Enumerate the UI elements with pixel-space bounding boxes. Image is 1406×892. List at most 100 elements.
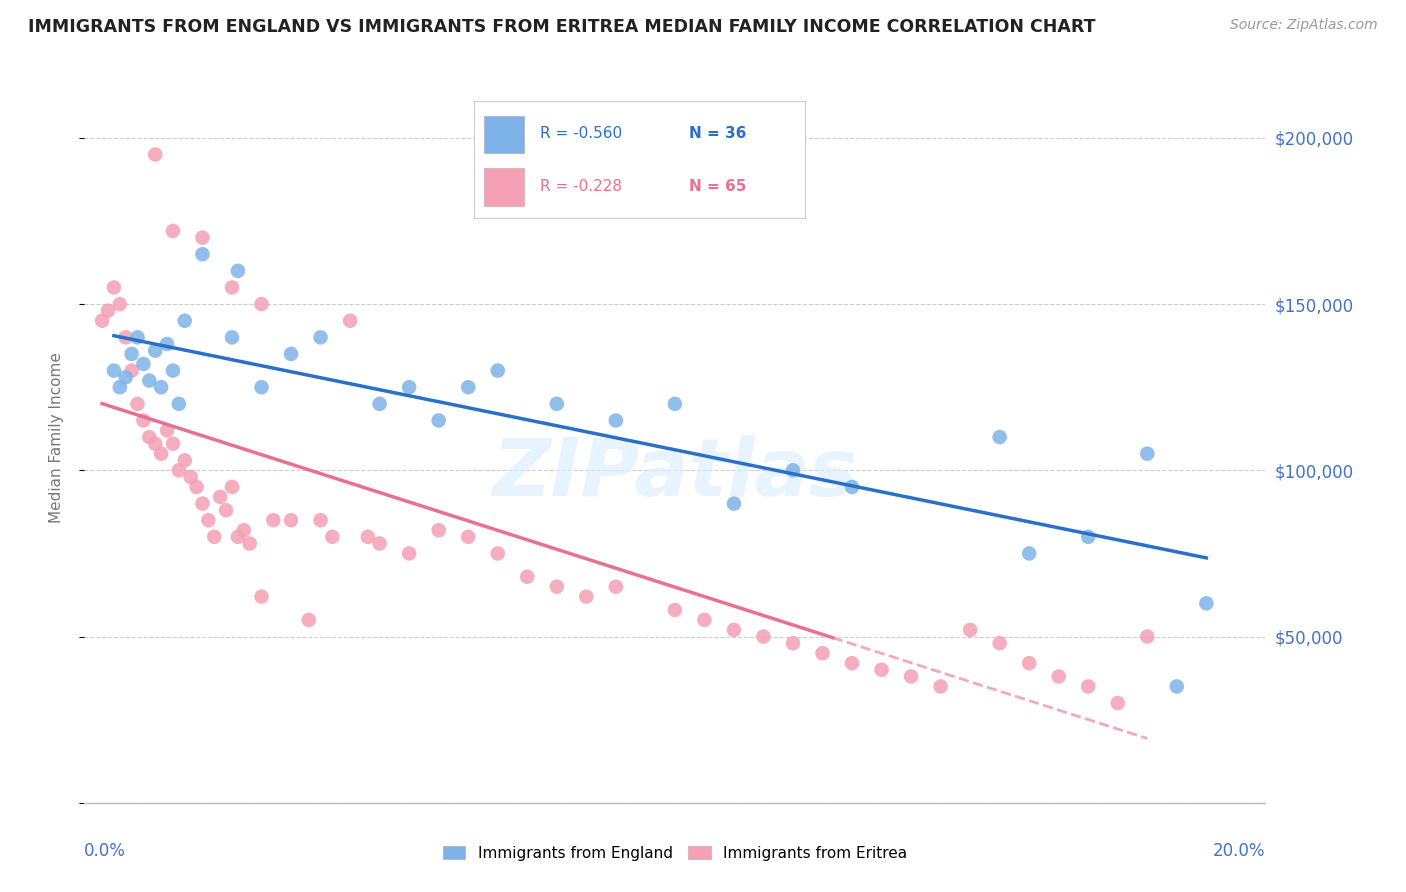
Point (156, 424, 179, 438)
Point (1077, 530, 1099, 544)
Point (114, 370, 136, 384)
Point (186, 480, 208, 494)
Point (191, 230, 214, 244)
Point (173, 314, 195, 328)
Point (138, 374, 160, 388)
Point (486, 546, 509, 560)
Point (108, 380, 131, 394)
Point (398, 546, 420, 560)
Point (162, 436, 184, 450)
Point (215, 503, 238, 517)
Point (191, 247, 214, 261)
Point (167, 397, 190, 411)
Point (250, 590, 273, 604)
Point (1077, 680, 1099, 694)
Legend: Immigrants from England, Immigrants from Eritrea: Immigrants from England, Immigrants from… (434, 838, 915, 868)
Point (1136, 630, 1159, 644)
Point (138, 430, 160, 444)
Point (486, 363, 509, 377)
Point (900, 669, 922, 683)
Point (870, 663, 893, 677)
Point (605, 580, 627, 594)
Point (250, 380, 273, 394)
Point (127, 397, 149, 411)
Point (309, 513, 332, 527)
Point (546, 397, 568, 411)
Point (150, 447, 173, 461)
Point (108, 297, 131, 311)
Point (929, 680, 952, 694)
Point (226, 264, 249, 278)
Point (209, 490, 232, 504)
Point (1107, 696, 1129, 710)
Point (202, 530, 225, 544)
Point (841, 480, 863, 494)
Point (298, 613, 321, 627)
Point (841, 656, 863, 670)
Point (309, 330, 332, 344)
Point (280, 513, 302, 527)
Point (1018, 546, 1040, 560)
Point (162, 224, 184, 238)
Text: ZIPatlas: ZIPatlas (492, 434, 858, 513)
Point (427, 413, 450, 427)
Point (368, 536, 391, 550)
Point (114, 330, 136, 344)
Text: 0.0%: 0.0% (84, 842, 127, 860)
Point (226, 530, 249, 544)
Point (368, 397, 391, 411)
Point (811, 646, 834, 660)
Point (97, 303, 120, 318)
Point (723, 497, 745, 511)
Point (143, 147, 166, 161)
Point (91, 314, 114, 328)
Point (357, 530, 380, 544)
Point (132, 357, 155, 371)
Point (605, 413, 627, 427)
Point (339, 314, 361, 328)
Point (1018, 656, 1040, 670)
Y-axis label: Median Family Income: Median Family Income (49, 351, 63, 523)
Point (664, 603, 686, 617)
Point (239, 536, 262, 550)
Point (103, 363, 125, 377)
Point (959, 623, 981, 637)
Point (752, 630, 775, 644)
Point (221, 280, 243, 294)
Text: Source: ZipAtlas.com: Source: ZipAtlas.com (1230, 18, 1378, 32)
Point (262, 513, 284, 527)
Point (232, 523, 254, 537)
Point (121, 347, 143, 361)
Point (150, 380, 173, 394)
Point (103, 280, 125, 294)
Point (427, 523, 450, 537)
Point (121, 363, 143, 377)
Point (1136, 447, 1159, 461)
Point (457, 380, 479, 394)
Point (221, 480, 243, 494)
Point (173, 453, 195, 467)
Point (1166, 680, 1188, 694)
Point (693, 613, 716, 627)
Point (516, 570, 538, 584)
Point (156, 337, 179, 351)
Point (457, 530, 479, 544)
Point (988, 430, 1011, 444)
Point (250, 297, 273, 311)
Point (988, 636, 1011, 650)
Point (143, 436, 166, 450)
Point (575, 590, 598, 604)
Point (782, 636, 804, 650)
Text: 20.0%: 20.0% (1213, 842, 1265, 860)
Point (167, 463, 190, 477)
Point (132, 413, 155, 427)
Text: IMMIGRANTS FROM ENGLAND VS IMMIGRANTS FROM ERITREA MEDIAN FAMILY INCOME CORRELAT: IMMIGRANTS FROM ENGLAND VS IMMIGRANTS FR… (28, 18, 1095, 36)
Point (143, 343, 166, 358)
Point (723, 623, 745, 637)
Point (782, 463, 804, 477)
Point (1195, 596, 1218, 610)
Point (280, 347, 302, 361)
Point (162, 363, 184, 377)
Point (197, 513, 219, 527)
Point (664, 397, 686, 411)
